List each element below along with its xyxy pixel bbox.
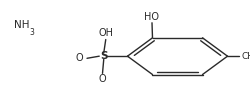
Text: O: O (99, 75, 106, 84)
Text: 3: 3 (30, 28, 35, 37)
Text: O: O (76, 53, 83, 63)
Text: CH₃: CH₃ (242, 52, 250, 61)
Text: OH: OH (98, 28, 113, 38)
Text: NH: NH (14, 20, 29, 30)
Text: HO: HO (144, 12, 159, 22)
Text: S: S (100, 51, 108, 61)
